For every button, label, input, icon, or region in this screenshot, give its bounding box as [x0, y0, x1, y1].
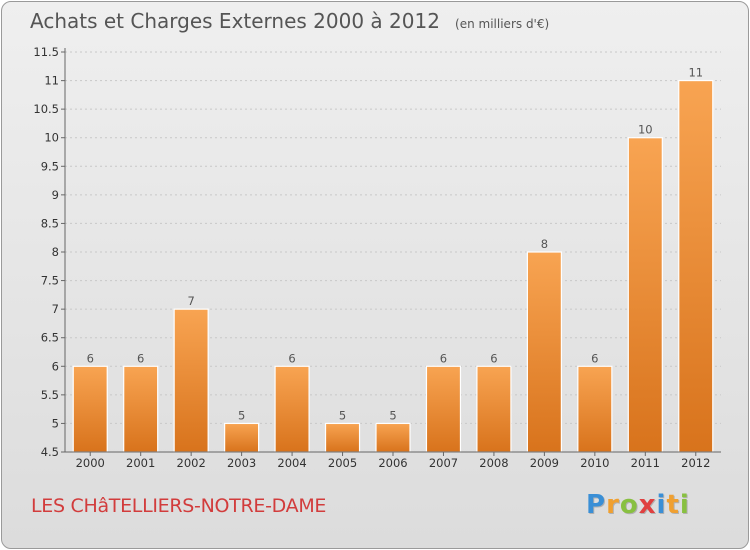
chart-unit: (en milliers d'€) [455, 17, 550, 31]
bar-2008 [476, 365, 512, 453]
logo-letter: r [606, 490, 620, 520]
bar-2010 [577, 365, 613, 453]
data-label-2006: 5 [389, 408, 396, 422]
logo-letter: i [679, 490, 690, 520]
y-tick-label: 10.5 [33, 102, 59, 116]
bar-2005 [324, 422, 361, 453]
y-tick-label: 8.5 [41, 216, 59, 230]
bar-2000 [72, 365, 108, 453]
data-label-2011: 10 [638, 123, 653, 137]
bars [72, 79, 714, 453]
x-tick-label-2008: 2008 [479, 456, 508, 470]
bar-2006 [375, 422, 411, 453]
x-tick-label-2002: 2002 [177, 456, 206, 470]
commune-name: LES CHâTELLIERS-NOTRE-DAME [31, 495, 327, 517]
logo-letter: P [586, 490, 607, 520]
y-tick-label: 10 [44, 131, 59, 145]
y-tick-label: 4.5 [41, 445, 59, 459]
data-label-2004: 6 [288, 351, 295, 365]
x-tick-label-2009: 2009 [530, 456, 559, 470]
logo-letter: i [656, 490, 667, 520]
x-tick-label-2006: 2006 [378, 456, 407, 470]
data-label-2001: 6 [137, 351, 144, 365]
data-label-2009: 8 [541, 237, 548, 251]
bar-2012 [678, 79, 714, 453]
data-label-2003: 5 [238, 408, 245, 422]
y-tick-label: 5.5 [41, 388, 59, 402]
gridlines [65, 51, 721, 424]
data-label-2005: 5 [339, 408, 346, 422]
data-label-2000: 6 [87, 351, 94, 365]
y-tick-label: 5 [52, 416, 59, 430]
data-label-2012: 11 [688, 66, 703, 80]
logo-letter: x [638, 490, 657, 520]
x-tick-label-2003: 2003 [227, 456, 256, 470]
y-tick-label: 11 [44, 74, 59, 88]
data-label-2007: 6 [440, 351, 447, 365]
bar-2001 [123, 365, 159, 453]
x-tick-label-2004: 2004 [277, 456, 306, 470]
x-tick-label-2007: 2007 [429, 456, 458, 470]
bar-2002 [173, 308, 209, 453]
bar-2009 [526, 251, 562, 453]
x-tick-label-2005: 2005 [328, 456, 357, 470]
bar-2003 [224, 422, 260, 453]
x-tick-label-2001: 2001 [126, 456, 155, 470]
logo-letter: t [666, 490, 680, 520]
y-tick-label: 8 [52, 245, 59, 259]
y-tick-label: 7.5 [41, 274, 59, 288]
chart-title: Achats et Charges Externes 2000 à 2012 [30, 9, 440, 33]
logo-letter: o [619, 490, 639, 520]
y-tick-label: 9 [52, 188, 59, 202]
y-tick-label: 9.5 [41, 159, 59, 173]
labels: 4.5 5 5.5 6 6.5 7 7.5 8 8.5 9 9.5 10 10.5 11 11.5 6 2000… [33, 45, 710, 470]
x-tick-label-2012: 2012 [681, 456, 710, 470]
data-label-2008: 6 [490, 351, 497, 365]
x-tick-label-2000: 2000 [76, 456, 105, 470]
title-row: Achats et Charges Externes 2000 à 2012 (… [30, 9, 549, 33]
bar-2007 [425, 365, 462, 453]
bar-2004 [274, 365, 310, 453]
y-tick-label: 11.5 [33, 45, 59, 59]
proxiti-logo: Proxiti [586, 490, 690, 520]
x-tick-label-2011: 2011 [631, 456, 660, 470]
data-label-2010: 6 [591, 351, 598, 365]
data-label-2002: 7 [187, 294, 194, 308]
x-tick-label-2010: 2010 [580, 456, 609, 470]
axes [61, 48, 721, 456]
y-tick-label: 7 [52, 302, 59, 316]
y-tick-label: 6.5 [41, 331, 59, 345]
y-tick-label: 6 [52, 359, 59, 373]
bar-2011 [627, 137, 663, 453]
